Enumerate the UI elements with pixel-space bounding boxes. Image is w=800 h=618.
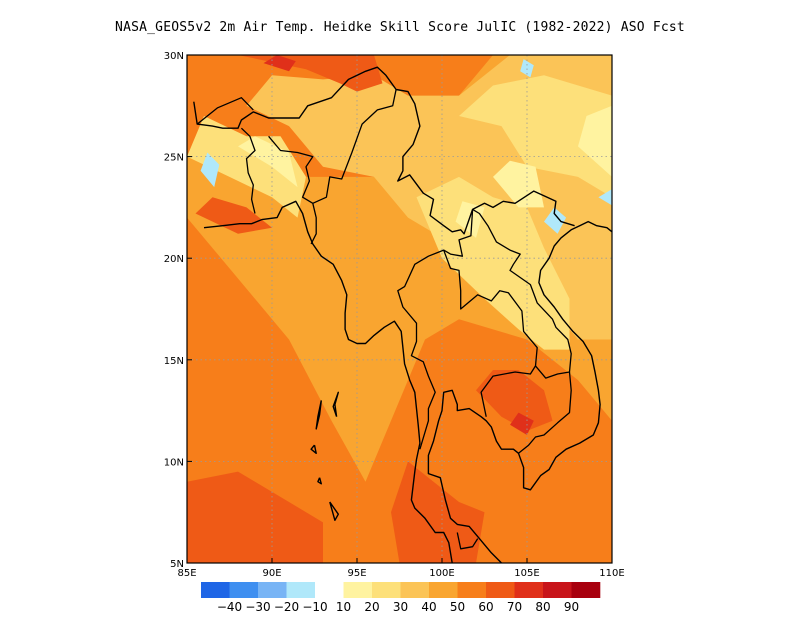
colorbar-label: 40	[421, 600, 436, 614]
colorbar-label: 50	[450, 600, 465, 614]
field-region-3	[416, 176, 570, 350]
colorbar-swatch	[201, 582, 230, 598]
country-border	[312, 89, 397, 204]
country-border	[456, 532, 479, 550]
coastline	[203, 200, 453, 563]
field-region-11	[544, 207, 567, 234]
colorbar-swatch	[343, 582, 373, 598]
lat-tick-label: 10N	[164, 457, 184, 468]
colorbar-swatch	[429, 582, 458, 598]
lon-tick-label: 90E	[262, 568, 281, 579]
field-region-7	[578, 105, 612, 177]
lat-tick-label: 30N	[164, 51, 184, 62]
lat-tick-label: 15N	[164, 356, 184, 367]
colorbar-swatch	[258, 582, 287, 598]
lat-tick-label: 20N	[164, 254, 184, 265]
colorbar-label: −30	[245, 600, 270, 614]
lon-tick-label: 100E	[429, 568, 454, 579]
coastline	[329, 501, 339, 521]
field-region-19	[263, 55, 296, 72]
colorbar-swatch	[372, 582, 401, 598]
lon-tick-label: 105E	[514, 568, 539, 579]
colorbar-label: 30	[393, 600, 408, 614]
country-border	[472, 208, 572, 379]
skill-field	[187, 55, 612, 563]
lon-tick-label: 110E	[599, 568, 624, 579]
colorbar-swatch	[486, 582, 515, 598]
lat-tick-label: 5N	[170, 559, 184, 570]
colorbar-label: −40	[217, 600, 242, 614]
field-region-18	[195, 197, 272, 234]
map-frame	[186, 54, 613, 564]
field-region-6	[493, 160, 544, 208]
colorbar-swatch	[514, 582, 544, 598]
colorbar-swatch	[543, 582, 572, 598]
lat-tick-label: 25N	[164, 153, 184, 164]
field-region-10	[200, 152, 220, 188]
lon-tick-label: 85E	[177, 568, 196, 579]
colorbar-label: 60	[478, 600, 493, 614]
colorbar: −40 −30 −20 −10 10 20 30 40 50 60 70 80 90	[201, 582, 601, 614]
field-region-15	[391, 461, 485, 563]
country-border	[397, 209, 474, 450]
map-title: NASA_GEOS5v2 2m Air Temp. Heidke Skill S…	[115, 20, 685, 35]
country-border	[240, 127, 256, 214]
field-region-13	[520, 59, 534, 78]
coastline	[332, 391, 339, 417]
country-border	[443, 249, 538, 417]
colorbar-label: 20	[364, 600, 379, 614]
colorbar-label: 10	[336, 600, 351, 614]
colorbar-label: 70	[507, 600, 522, 614]
colorbar-label: 80	[535, 600, 550, 614]
field-region-17	[476, 370, 553, 431]
colorbar-swatch	[400, 582, 430, 598]
coastline	[427, 220, 612, 563]
colorbar-label: −10	[302, 600, 327, 614]
coastline	[317, 477, 322, 485]
country-borders	[196, 89, 572, 550]
coastlines	[193, 66, 612, 563]
colorbar-swatch	[457, 582, 487, 598]
country-border	[196, 97, 254, 125]
country-border	[518, 371, 572, 454]
field-region-8	[238, 136, 298, 188]
field-region-5	[187, 116, 306, 218]
axis-ticks: 85E 90E 95E 100E 105E 110E 5N 10N 15N 20N 25N 30N	[164, 51, 625, 579]
lat-lon-grid	[187, 55, 612, 563]
colorbar-label: −20	[274, 600, 299, 614]
lon-tick-label: 95E	[347, 568, 366, 579]
coastline	[310, 444, 317, 454]
field-region-4	[459, 75, 612, 198]
colorbar-swatch	[571, 582, 601, 598]
colorbar-swatch	[315, 582, 344, 598]
country-border	[268, 135, 317, 245]
coastline	[193, 66, 575, 235]
coastline	[315, 400, 322, 430]
field-region-20	[510, 412, 534, 435]
colorbar-swatch	[286, 582, 316, 598]
colorbar-swatch	[229, 582, 259, 598]
colorbar-label: 90	[564, 600, 579, 614]
field-region-12	[598, 189, 612, 206]
field-region-14	[187, 471, 323, 563]
field-region-9	[455, 201, 485, 238]
